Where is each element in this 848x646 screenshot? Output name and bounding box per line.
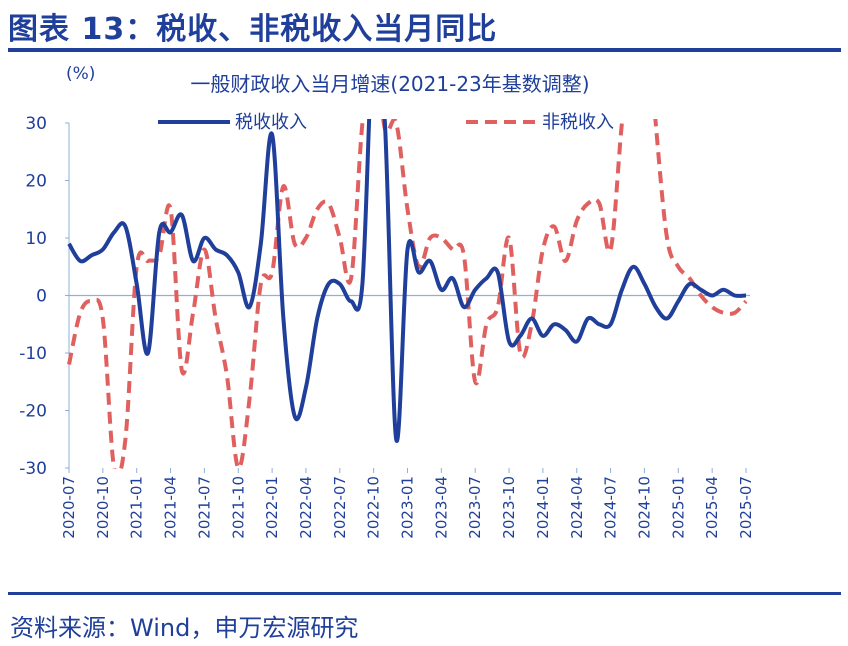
x-tick-label: 2025-04 xyxy=(703,476,721,539)
x-tick-label: 2024-04 xyxy=(568,476,586,539)
series-layer xyxy=(67,119,748,469)
x-tick-label: 2024-07 xyxy=(602,476,620,539)
figure-title: 图表 13：税收、非税收入当月同比 xyxy=(8,12,498,47)
y-tick-label: 30 xyxy=(25,114,47,134)
source-note: 资料来源：Wind，申万宏源研究 xyxy=(10,614,359,642)
legend: 税收收入 非税收入 xyxy=(158,112,614,133)
x-tick-label: 2023-10 xyxy=(500,476,518,539)
legend-label-tax: 税收收入 xyxy=(235,112,307,133)
chart-svg: (%) 一般财政收入当月增速(2021-23年基数调整) 税收收入 非税收入 30… xyxy=(19,64,755,539)
legend-label-nontax: 非税收入 xyxy=(542,112,614,133)
x-tick-label: 2021-07 xyxy=(195,476,213,539)
x-tick-label: 2022-04 xyxy=(297,476,315,539)
x-tick-label: 2020-10 xyxy=(94,476,112,539)
y-tick-label: 10 xyxy=(25,229,47,249)
x-tick-label: 2020-07 xyxy=(60,476,78,539)
x-tick-label: 2025-07 xyxy=(737,476,755,539)
y-tick-label: -20 xyxy=(19,402,47,422)
x-tick-label: 2025-01 xyxy=(669,476,687,539)
y-tick-label: -30 xyxy=(19,459,47,479)
x-tick-label: 2024-10 xyxy=(635,476,653,539)
title-rule xyxy=(8,48,841,52)
x-tick-label: 2022-07 xyxy=(331,476,349,539)
x-tick-label: 2022-01 xyxy=(263,476,281,539)
x-tick-label: 2021-10 xyxy=(229,476,247,539)
x-tick-label: 2023-07 xyxy=(466,476,484,539)
x-tick-label: 2021-04 xyxy=(162,476,180,539)
x-tick-label: 2023-01 xyxy=(399,476,417,539)
y-tick-label: 0 xyxy=(36,287,47,307)
x-tick-label: 2021-01 xyxy=(128,476,146,539)
chart-title: 一般财政收入当月增速(2021-23年基数调整) xyxy=(190,72,589,96)
series-line-tax xyxy=(67,119,747,443)
x-tick-label: 2023-04 xyxy=(432,476,450,539)
source-rule xyxy=(8,592,841,595)
x-tick-label: 2022-10 xyxy=(365,476,383,539)
y-tick-label: 20 xyxy=(25,172,47,192)
y-unit-label: (%) xyxy=(66,64,95,84)
x-tick-label: 2024-01 xyxy=(534,476,552,539)
y-tick-label: -10 xyxy=(19,344,47,364)
axes: 30 20 10 0 -10 -20 -30 2020-07 2020-10 2021-01 202… xyxy=(19,114,755,539)
